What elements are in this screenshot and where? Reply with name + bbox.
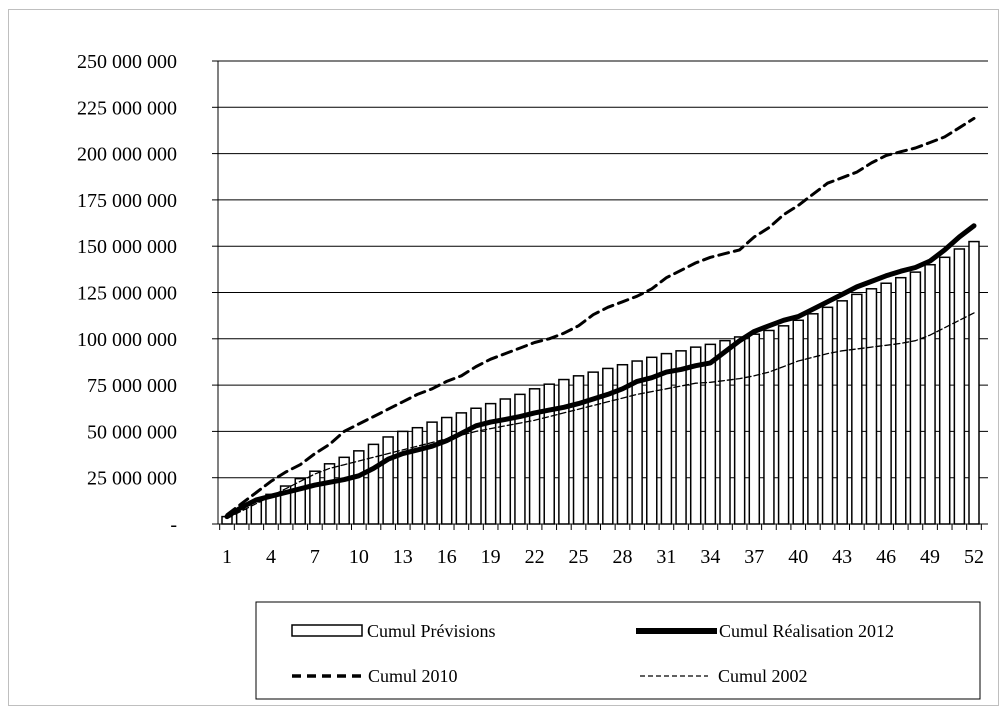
x-tick-label: 49 bbox=[920, 546, 940, 568]
x-tick-label: 31 bbox=[656, 546, 676, 568]
x-tick-label: 16 bbox=[437, 546, 457, 568]
legend-label-2002: Cumul 2002 bbox=[718, 666, 808, 686]
bar-previsions bbox=[309, 470, 321, 525]
bar-previsions bbox=[572, 375, 585, 525]
x-tick-label: 7 bbox=[310, 546, 320, 568]
chart-frame bbox=[8, 9, 999, 706]
y-tick-label: 75 000 000 bbox=[87, 375, 177, 397]
bar-previsions bbox=[821, 306, 834, 525]
bar-previsions bbox=[660, 352, 673, 525]
bar-previsions bbox=[558, 378, 570, 525]
bar-previsions bbox=[968, 240, 980, 525]
bar-previsions bbox=[924, 263, 936, 525]
y-tick-label: 250 000 000 bbox=[77, 51, 177, 73]
y-tick-label: - bbox=[170, 514, 177, 536]
legend-label-realisation-2012: Cumul Réalisation 2012 bbox=[719, 621, 894, 641]
x-tick-label: 28 bbox=[612, 546, 632, 568]
bar-previsions bbox=[836, 300, 848, 525]
x-tick-label: 22 bbox=[525, 546, 545, 568]
series-line-cumul-2002 bbox=[226, 312, 975, 520]
bar-previsions bbox=[397, 430, 409, 525]
bar-previsions bbox=[338, 456, 350, 525]
axis-layer: - 25 000 000 50 000 000 75 000 000 100 000 0… bbox=[77, 51, 988, 568]
x-tick-label: 46 bbox=[876, 546, 896, 568]
y-tick-label: 225 000 000 bbox=[77, 97, 177, 119]
x-tick-label: 19 bbox=[481, 546, 501, 568]
bar-previsions bbox=[807, 313, 819, 525]
y-tick-label: 200 000 000 bbox=[77, 144, 177, 166]
legend-label-previsions: Cumul Prévisions bbox=[367, 621, 496, 641]
x-tick-label: 10 bbox=[349, 546, 369, 568]
bar-previsions bbox=[763, 329, 775, 525]
y-tick-label: 25 000 000 bbox=[87, 468, 177, 490]
y-tick-label: 125 000 000 bbox=[77, 283, 177, 305]
y-tick-label: 150 000 000 bbox=[77, 236, 177, 258]
x-tick-label: 37 bbox=[744, 546, 764, 568]
bar-previsions bbox=[689, 346, 702, 525]
bar-previsions bbox=[704, 343, 717, 525]
bar-previsions bbox=[528, 388, 541, 525]
bar-previsions bbox=[719, 339, 731, 525]
y-tick-label: 50 000 000 bbox=[87, 421, 177, 443]
bar-previsions bbox=[792, 319, 804, 525]
lines-layer bbox=[224, 116, 977, 520]
legend: Cumul Prévisions Cumul Réalisation 2012 … bbox=[255, 601, 981, 700]
bar-previsions bbox=[543, 383, 555, 525]
bar-previsions bbox=[411, 426, 424, 525]
series-line-cumul-r-alisation-2012 bbox=[224, 223, 977, 520]
x-tick-label: 40 bbox=[788, 546, 808, 568]
bar-previsions bbox=[587, 371, 599, 525]
bar-previsions bbox=[440, 416, 453, 525]
bar-previsions bbox=[938, 256, 951, 525]
bar-previsions bbox=[323, 463, 336, 525]
bar-previsions bbox=[851, 293, 863, 525]
bar-previsions bbox=[382, 436, 394, 525]
bar-previsions bbox=[895, 276, 907, 525]
x-tick-label: 4 bbox=[266, 546, 276, 568]
x-tick-label: 52 bbox=[964, 546, 984, 568]
bar-previsions bbox=[777, 325, 790, 525]
series-line-cumul-2010 bbox=[225, 116, 976, 517]
bar-previsions bbox=[909, 271, 922, 525]
bar-previsions bbox=[675, 350, 687, 525]
bar-previsions bbox=[426, 421, 438, 525]
bar-previsions bbox=[865, 288, 878, 525]
x-tick-label: 34 bbox=[700, 546, 720, 568]
bar-previsions bbox=[953, 248, 966, 525]
bar-previsions bbox=[748, 333, 761, 525]
bar-previsions bbox=[646, 356, 658, 525]
legend-swatch-bar bbox=[291, 624, 363, 637]
x-tick-label: 43 bbox=[832, 546, 852, 568]
bar-previsions bbox=[733, 336, 746, 525]
legend-label-2010: Cumul 2010 bbox=[368, 666, 458, 686]
x-tick-label: 1 bbox=[222, 546, 232, 568]
x-tick-label: 25 bbox=[569, 546, 589, 568]
y-tick-label: 100 000 000 bbox=[77, 329, 177, 351]
bar-previsions bbox=[880, 282, 892, 525]
legend-box bbox=[255, 601, 981, 700]
x-tick-label: 13 bbox=[393, 546, 413, 568]
y-tick-label: 175 000 000 bbox=[77, 190, 177, 212]
